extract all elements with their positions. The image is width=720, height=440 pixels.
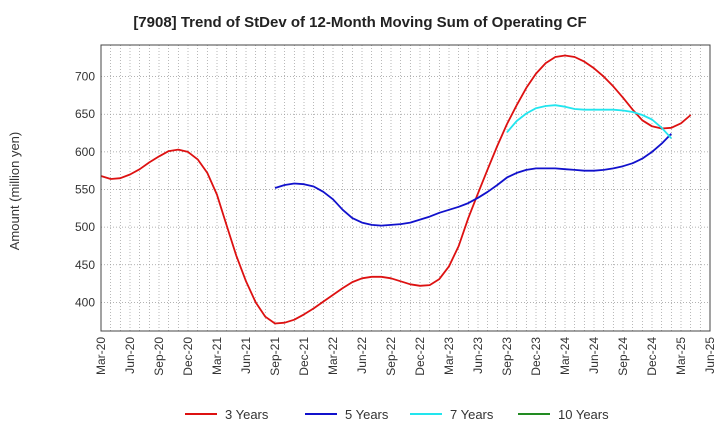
legend: 3 Years 5 Years 7 Years 10 Years [185,407,609,422]
x-tick-labels: Mar-20 Jun-20 Sep-20 Dec-20 Mar-21 Jun-21 Sep-… [94,337,717,376]
legend-label: 3 Years [225,407,269,422]
legend-label: 5 Years [345,407,389,422]
x-tick-label: Mar-21 [210,337,224,375]
x-tick-label: Jun-20 [123,337,137,374]
x-tick-label: Sep-24 [616,337,630,376]
series-line [100,54,692,325]
x-tick-label: Dec-21 [297,337,311,376]
y-tick-label: 450 [75,258,95,272]
y-tick-label: 400 [75,295,95,309]
x-tick-label: Jun-25 [703,337,717,374]
y-tick-label: 650 [75,107,95,121]
x-tick-label: Jun-21 [239,337,253,374]
x-tick-label: Sep-22 [384,337,398,376]
x-tick-label: Mar-23 [442,337,456,375]
y-axis-label: Amount (million yen) [7,132,22,251]
x-tick-label: Dec-22 [413,337,427,376]
x-tick-label: Mar-22 [326,337,340,375]
grid [101,45,710,331]
x-tick-label: Dec-23 [529,337,543,376]
x-tick-label: Jun-23 [471,337,485,374]
y-tick-label: 500 [75,220,95,234]
y-tick-label: 600 [75,145,95,159]
x-tick-label: Mar-20 [94,337,108,375]
y-tick-labels: 400 450 500 550 600 650 700 [75,70,95,310]
chart-title: [7908] Trend of StDev of 12-Month Moving… [133,14,586,31]
plot-frame [100,44,711,332]
y-tick-label: 550 [75,183,95,197]
x-tick-label: Mar-25 [674,337,688,375]
x-tick-label: Sep-23 [500,337,514,376]
legend-label: 7 Years [450,407,494,422]
x-tick-label: Mar-24 [558,337,572,375]
x-tick-label: Dec-20 [181,337,195,376]
x-tick-label: Dec-24 [645,337,659,376]
series-lines [100,54,692,325]
series-line [274,133,672,227]
series-line [506,104,672,139]
x-tick-label: Jun-24 [587,337,601,374]
legend-label: 10 Years [558,407,609,422]
x-tick-label: Sep-20 [152,337,166,376]
x-tick-label: Sep-21 [268,337,282,376]
y-tick-label: 700 [75,70,95,84]
x-tick-label: Jun-22 [355,337,369,374]
